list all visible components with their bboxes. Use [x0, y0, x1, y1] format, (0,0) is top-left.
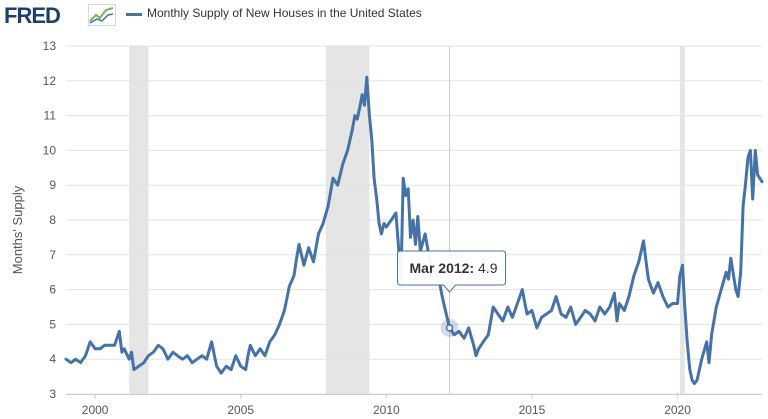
y-axis: 3 4 5 6 7 8 9 10 11 12 13 [43, 39, 57, 401]
x-tick-label: 2010 [373, 403, 400, 417]
chart-header: FRED Monthly Supply of New Houses in the… [0, 0, 768, 34]
x-tick-label: 2000 [82, 403, 109, 417]
x-tick-label: 2005 [227, 403, 254, 417]
y-tick-label: 10 [43, 143, 57, 157]
y-tick-label: 8 [49, 213, 56, 227]
tooltip-value: 4.9 [478, 260, 498, 276]
series-layer[interactable] [64, 75, 764, 386]
y-tick-label: 7 [49, 248, 56, 262]
fred-logo[interactable]: FRED [4, 3, 61, 28]
tooltip-text: Mar 2012: 4.9 [410, 260, 498, 276]
x-tick-label: 2015 [519, 403, 546, 417]
tooltip: Mar 2012: 4.9 [397, 250, 507, 337]
y-tick-label: 3 [49, 387, 56, 401]
y-tick-label: 9 [49, 178, 56, 192]
legend-label[interactable]: Monthly Supply of New Houses in the Unit… [147, 6, 422, 20]
y-tick-label: 4 [49, 352, 56, 366]
series-line-0[interactable] [64, 75, 764, 386]
y-tick-label: 12 [43, 74, 57, 88]
tooltip-box [397, 250, 507, 293]
x-axis: 2000 2005 2010 2015 2020 [82, 394, 691, 417]
y-tick-label: 6 [49, 283, 56, 297]
gridlines [66, 45, 762, 395]
y-tick-label: 5 [49, 317, 56, 331]
y-tick-label: 13 [43, 39, 57, 53]
tooltip-point [445, 324, 454, 332]
x-tick-label: 2020 [664, 403, 691, 417]
fred-graph-icon [88, 4, 116, 26]
y-axis-title: Months' Supply [10, 185, 25, 274]
tooltip-separator: : [469, 260, 478, 276]
y-tick-label: 11 [44, 109, 57, 123]
tooltip-date: Mar 2012 [410, 260, 470, 276]
legend-swatch [126, 13, 142, 16]
